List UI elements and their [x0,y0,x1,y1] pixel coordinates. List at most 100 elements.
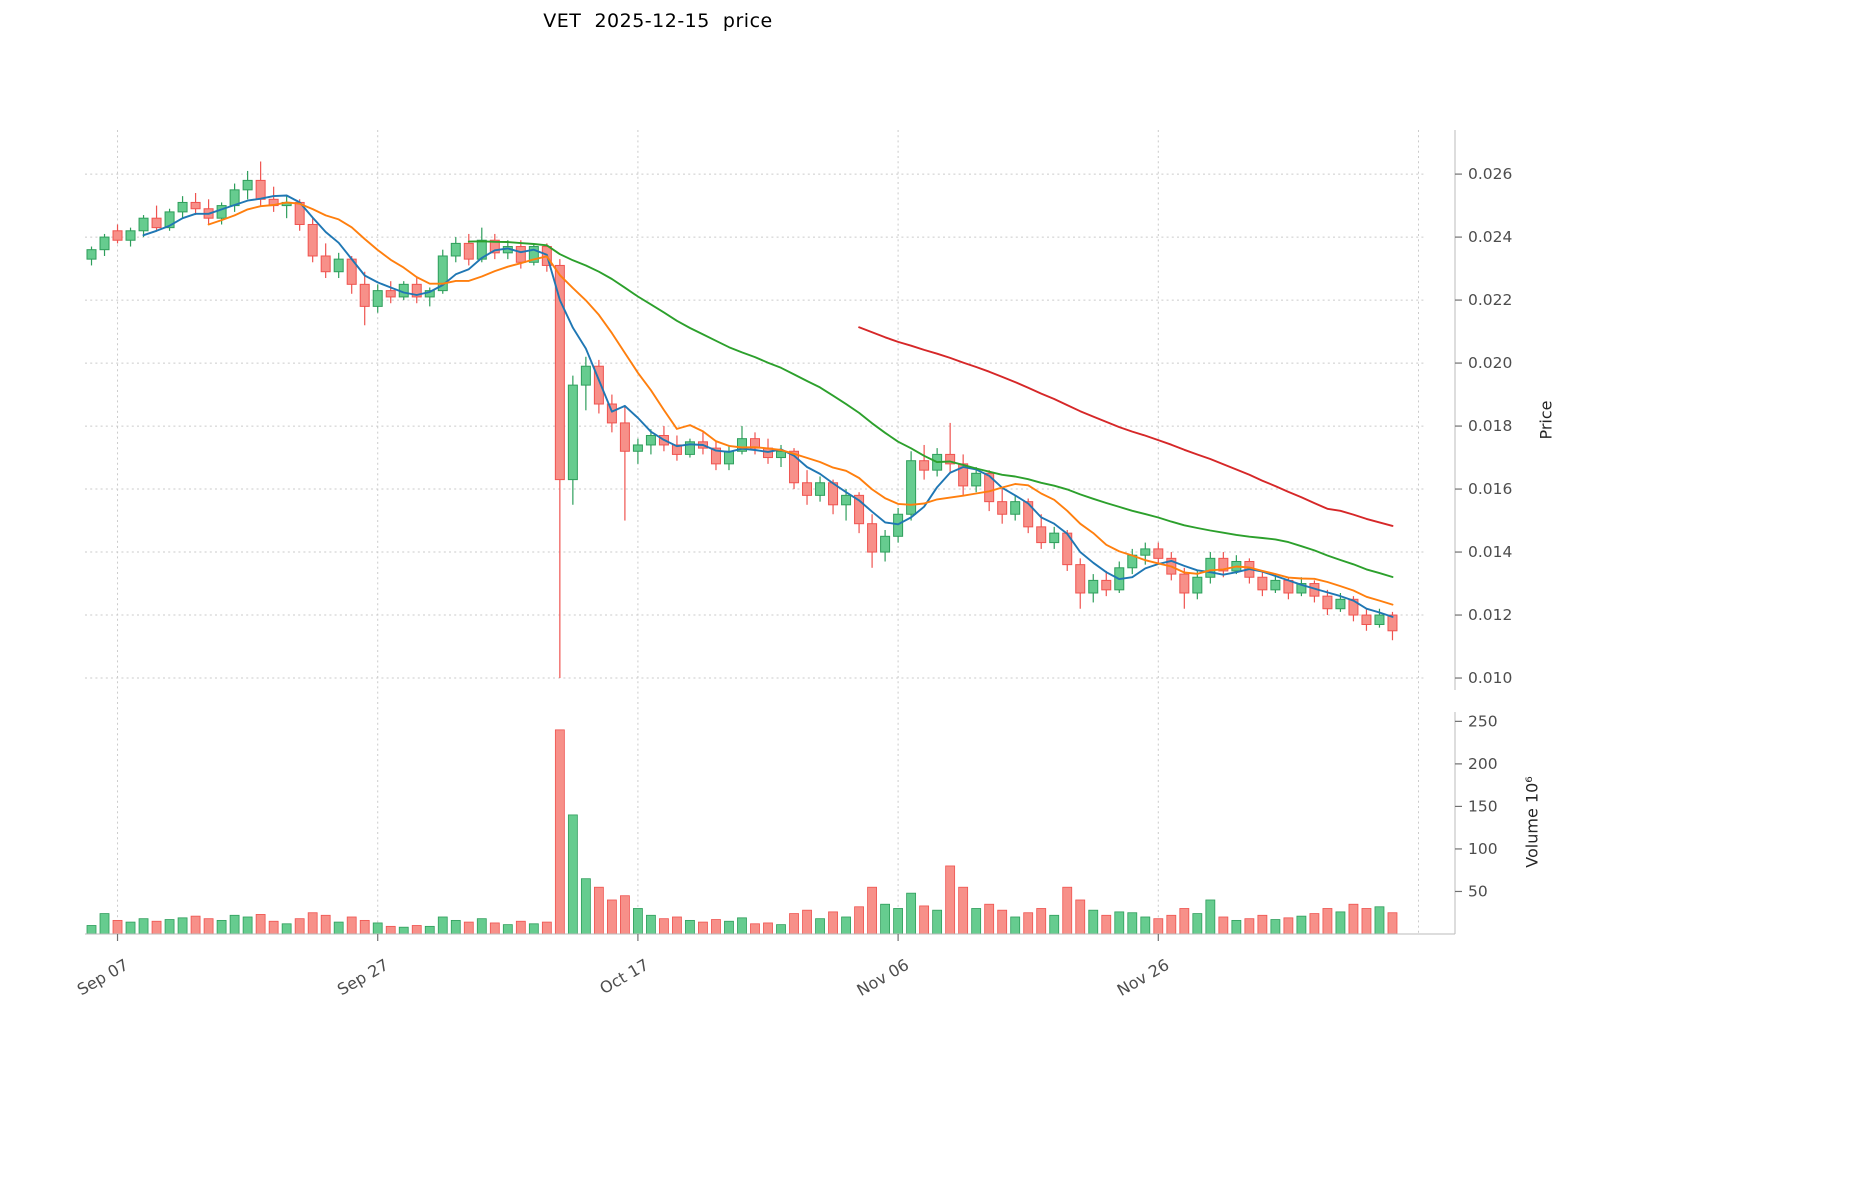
volume-bar [932,909,943,935]
volume-bar [112,919,123,935]
volume-bar [1296,915,1307,935]
volume-bar [750,923,760,935]
candle-body [437,255,448,292]
candle-body [1140,548,1151,556]
volume-bar [151,920,162,935]
volume-bar [802,909,812,935]
candle-body [984,472,995,503]
volume-bar [919,905,930,935]
volume-bar [372,922,383,935]
price-tick-label: 0.026 [1468,165,1512,183]
date-tick-label: Nov 06 [854,955,913,1000]
candle-body [619,422,630,452]
volume-bar [1348,903,1359,935]
volume-bar [1153,918,1164,935]
volume-bar [1257,914,1268,935]
volume-tick-label: 50 [1468,882,1488,900]
candle-body [710,447,721,465]
candle-body [776,450,787,459]
candle-body [802,482,813,496]
candle-body [1088,579,1099,594]
candle-body [1036,526,1047,544]
candle-body [841,494,852,506]
chart-title: VET 2025-12-15 price [543,10,773,32]
volume-bar [815,918,825,935]
volume-bar [567,814,578,935]
volume-bar [385,925,396,935]
volume-bar [411,925,422,935]
ma-line-MA5 [142,194,1394,618]
volume-bar [99,913,110,935]
volume-bar [333,921,344,935]
date-tick-label: Sep 27 [334,955,392,999]
volume-bar [1075,899,1086,935]
candle-body [359,283,370,307]
volume-bar [971,908,982,935]
volume-bar [1205,899,1216,935]
candle-body [893,513,904,537]
candle-body [333,258,344,273]
volume-bar [554,729,565,935]
volume-bar [1023,912,1034,935]
volume-bar [1374,906,1385,935]
volume-bar [541,921,552,935]
volume-bar [698,921,708,935]
candle-body [789,450,800,484]
volume-bar [867,886,877,935]
volume-bar [424,925,435,935]
candle-body [99,236,110,251]
volume-bar [1231,919,1242,935]
volume-bar [893,908,904,935]
candle-body [489,239,500,254]
volume-bar [997,909,1008,935]
volume-tick-label: 200 [1468,755,1498,773]
price-tick-label: 0.024 [1468,228,1512,246]
price-tick-label: 0.014 [1468,543,1512,561]
candle-body [138,217,149,232]
volume-bar [984,903,995,935]
volume-bar [1179,908,1190,935]
candle-body [1218,557,1229,572]
candle-body [112,230,123,241]
volume-bar [841,916,851,935]
volume-bar [580,878,591,935]
volume-bar [1335,911,1346,935]
volume-bar [1088,909,1099,935]
candle-body [1192,576,1203,594]
volume-bar [450,919,461,935]
volume-bar [1049,914,1060,935]
candle-body [164,211,175,229]
candle-body [255,179,266,200]
volume-bar [1010,916,1021,935]
candle-body [958,463,969,487]
volume-bar [346,916,357,935]
volume-bar [528,923,539,935]
volume-bar [437,916,448,935]
volume-bar [1283,917,1294,935]
candle-body [385,290,396,298]
volume-bar [1322,908,1333,935]
volume-bar [1387,912,1398,935]
volume-bar [1101,914,1112,935]
volume-bar [463,921,474,935]
candle-body [1348,598,1359,616]
volume-bar [685,919,695,935]
volume-bar [789,913,799,935]
price-tick-label: 0.012 [1468,606,1512,624]
date-tick-label: Oct 17 [596,955,651,998]
volume-bar [164,919,175,935]
price-tick-label: 0.016 [1468,480,1512,498]
candle-body [1296,583,1307,594]
candle-body [86,249,97,260]
candle-body [1387,614,1398,632]
candle-body [307,223,318,257]
volume-bar [1062,886,1073,935]
candle-body [1205,557,1216,578]
price-tick-label: 0.020 [1468,354,1512,372]
volume-tick-label: 250 [1468,712,1498,730]
candle-body [1374,614,1385,625]
volume-bar [398,926,409,935]
volume-bar [646,914,656,935]
volume-bar [763,922,773,935]
